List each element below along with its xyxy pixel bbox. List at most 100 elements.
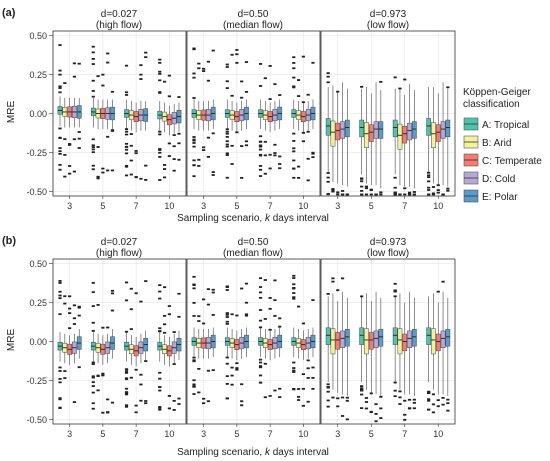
outlier-point — [91, 63, 95, 65]
facet-a1-title1: d=0.027 — [101, 9, 138, 20]
outlier-point — [258, 135, 263, 138]
box — [359, 327, 364, 345]
outlier-point — [144, 56, 148, 59]
outlier-point — [91, 168, 95, 171]
outlier-point — [72, 62, 77, 65]
outlier-point — [278, 155, 282, 158]
outlier-point — [412, 193, 416, 196]
outlier-point — [129, 287, 133, 290]
outlier-point — [258, 309, 263, 311]
outlier-point — [72, 323, 77, 325]
outlier-point — [225, 176, 229, 179]
outlier-point — [427, 408, 431, 411]
y-tick-label: 0.50 — [29, 31, 47, 41]
outlier-point — [268, 297, 272, 299]
outlier-point — [177, 292, 181, 295]
x-tick-label: 10 — [433, 201, 443, 211]
outlier-point — [296, 395, 301, 398]
outlier-point — [273, 299, 277, 302]
outlier-point — [91, 151, 95, 154]
outlier-point — [235, 49, 239, 51]
outlier-point — [345, 418, 349, 421]
outlier-point — [158, 156, 162, 158]
outlier-point — [311, 151, 315, 154]
facet-border — [320, 258, 456, 425]
outlier-point — [58, 152, 62, 155]
outlier-point — [292, 167, 296, 170]
legend-label: D: Cold — [482, 174, 515, 185]
box — [435, 333, 441, 352]
outlier-point — [77, 62, 81, 65]
box — [368, 124, 374, 142]
outlier-point — [206, 303, 211, 306]
outlier-point — [68, 307, 72, 310]
x-tick-label: 3 — [201, 201, 206, 211]
outlier-point — [364, 407, 369, 410]
outlier-point — [192, 145, 196, 148]
outlier-point — [244, 282, 249, 285]
outlier-point — [77, 305, 81, 308]
outlier-point — [192, 360, 196, 363]
outlier-point — [167, 305, 171, 307]
outlier-point — [306, 400, 310, 403]
outlier-point — [301, 55, 305, 58]
outlier-point — [124, 281, 129, 284]
outlier-point — [91, 402, 95, 405]
outlier-point — [197, 391, 201, 394]
outlier-point — [326, 75, 330, 78]
outlier-point — [91, 407, 95, 410]
x-tick-label: 5 — [100, 429, 105, 439]
box — [364, 122, 369, 148]
outlier-point — [263, 172, 267, 175]
outlier-point — [58, 147, 62, 149]
outlier-point — [258, 175, 263, 177]
outlier-point — [158, 408, 162, 411]
outlier-point — [240, 404, 244, 407]
outlier-point — [101, 326, 105, 329]
outlier-point — [446, 187, 450, 190]
outlier-point — [58, 163, 62, 166]
outlier-point — [96, 146, 100, 148]
x-tick-label: 7 — [134, 201, 139, 211]
outlier-point — [124, 393, 129, 396]
outlier-point — [403, 413, 407, 416]
outlier-point — [63, 138, 67, 140]
x-tick-label: 7 — [268, 201, 273, 211]
outlier-point — [446, 402, 450, 405]
box — [431, 122, 436, 148]
outlier-point — [110, 169, 115, 172]
box — [426, 327, 431, 345]
box — [364, 328, 369, 355]
outlier-point — [306, 130, 310, 133]
outlier-point — [403, 78, 407, 81]
outlier-point — [326, 383, 330, 386]
outlier-point — [306, 157, 310, 160]
outlier-point — [58, 91, 62, 94]
outlier-point — [139, 300, 143, 303]
x-tick-label: 7 — [134, 429, 139, 439]
outlier-point — [393, 76, 397, 79]
outlier-point — [431, 411, 436, 414]
outlier-point — [202, 67, 206, 70]
outlier-point — [197, 62, 201, 65]
outlier-point — [393, 290, 397, 293]
xlabel-a: Sampling scenario, k days interval — [177, 213, 329, 224]
outlier-point — [129, 308, 133, 311]
x-tick-label: 3 — [67, 201, 72, 211]
outlier-point — [301, 140, 305, 143]
outlier-point — [139, 177, 143, 180]
outlier-point — [211, 171, 215, 173]
outlier-point — [58, 282, 62, 284]
outlier-point — [206, 136, 211, 139]
outlier-point — [336, 289, 340, 292]
outlier-point — [258, 277, 263, 280]
outlier-point — [197, 165, 201, 167]
outlier-point — [58, 85, 62, 88]
outlier-point — [110, 289, 115, 292]
x-tick-label: 5 — [100, 201, 105, 211]
outlier-point — [96, 304, 100, 306]
x-tick-label: 3 — [335, 429, 340, 439]
outlier-point — [91, 146, 95, 149]
outlier-point — [240, 145, 244, 147]
outlier-point — [258, 148, 263, 151]
